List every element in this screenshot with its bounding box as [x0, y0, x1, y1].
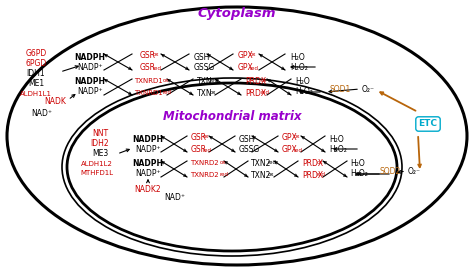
Text: H₂O: H₂O — [350, 159, 365, 168]
Text: TXNRD1: TXNRD1 — [134, 78, 163, 84]
Text: ox: ox — [317, 159, 323, 165]
Text: red: red — [250, 66, 259, 70]
Text: GSR: GSR — [140, 51, 156, 60]
Text: red: red — [210, 78, 219, 82]
Text: ox: ox — [163, 78, 170, 82]
Text: GSR: GSR — [140, 63, 156, 73]
Text: Cytoplasm: Cytoplasm — [198, 8, 276, 20]
Text: TXNRD2: TXNRD2 — [190, 172, 219, 178]
Text: PRDX: PRDX — [302, 171, 323, 180]
Text: TXN: TXN — [197, 88, 213, 97]
Text: ALDH1L2: ALDH1L2 — [81, 161, 113, 167]
Text: SOD1: SOD1 — [330, 85, 351, 94]
Text: NADPH: NADPH — [74, 52, 106, 61]
Text: ME3: ME3 — [92, 150, 108, 159]
Text: red: red — [153, 66, 162, 70]
Text: NADPH: NADPH — [74, 78, 106, 86]
Text: NADP⁺: NADP⁺ — [77, 63, 103, 72]
Text: red: red — [268, 159, 277, 165]
Text: TXN2: TXN2 — [251, 159, 272, 168]
Text: Mitochondrial matrix: Mitochondrial matrix — [163, 110, 301, 123]
Text: GPX: GPX — [282, 146, 298, 154]
Text: IDH1: IDH1 — [27, 70, 46, 79]
Text: red: red — [261, 91, 270, 95]
Text: red: red — [220, 172, 229, 178]
Text: TXN2: TXN2 — [251, 171, 272, 180]
Text: MTHFD1L: MTHFD1L — [81, 170, 114, 176]
Text: NADP⁺: NADP⁺ — [135, 169, 161, 178]
Text: H₂O₂: H₂O₂ — [290, 63, 308, 72]
Text: ox: ox — [261, 78, 267, 82]
Text: PRDX: PRDX — [245, 76, 266, 85]
Text: ox: ox — [203, 134, 210, 140]
Text: NADP⁺: NADP⁺ — [77, 88, 103, 97]
Text: ox: ox — [210, 91, 217, 95]
Text: ALDH1L1: ALDH1L1 — [20, 91, 52, 97]
Text: H₂O₂: H₂O₂ — [329, 144, 347, 153]
Text: NAD⁺: NAD⁺ — [31, 110, 53, 119]
Text: red: red — [317, 172, 326, 178]
Text: GPX: GPX — [282, 134, 298, 143]
Text: H₂O: H₂O — [329, 134, 344, 144]
Text: NADPH: NADPH — [133, 159, 164, 168]
Text: red: red — [163, 91, 172, 95]
Text: GPX: GPX — [238, 63, 254, 73]
Text: PRDX: PRDX — [302, 159, 323, 168]
Text: NADP⁺: NADP⁺ — [135, 144, 161, 153]
Text: GPX: GPX — [238, 51, 254, 60]
Text: TXN: TXN — [197, 76, 213, 85]
Text: TXNRD2: TXNRD2 — [190, 160, 219, 166]
Text: GSR: GSR — [191, 146, 207, 154]
Text: H₂O: H₂O — [295, 78, 310, 86]
Text: ox: ox — [268, 172, 274, 178]
Text: GSH: GSH — [239, 134, 255, 144]
Text: ox: ox — [220, 159, 227, 165]
Text: ox: ox — [294, 134, 301, 140]
Text: NADK2: NADK2 — [135, 186, 161, 194]
Text: red: red — [294, 147, 303, 153]
Text: ME1: ME1 — [28, 79, 44, 88]
Text: G6PD: G6PD — [26, 50, 46, 58]
Text: H₂O₂: H₂O₂ — [350, 169, 368, 178]
Text: GSR: GSR — [191, 134, 207, 143]
Text: PRDX: PRDX — [245, 88, 266, 97]
Text: NAD⁺: NAD⁺ — [164, 193, 185, 202]
Text: IDH2: IDH2 — [91, 140, 109, 149]
Text: ETC: ETC — [419, 119, 438, 128]
Text: ox: ox — [250, 52, 256, 57]
Text: GSSG: GSSG — [239, 144, 260, 153]
Text: GSH: GSH — [194, 52, 210, 61]
Text: ox: ox — [153, 52, 159, 57]
Text: O₂⁻: O₂⁻ — [362, 85, 375, 94]
Text: 6PGD: 6PGD — [26, 60, 46, 69]
Text: O₂⁻: O₂⁻ — [408, 166, 421, 175]
Text: H₂O₂: H₂O₂ — [295, 88, 313, 97]
Text: SOD2: SOD2 — [380, 166, 401, 175]
Text: GSSG: GSSG — [194, 63, 215, 72]
Text: NNT: NNT — [92, 129, 108, 138]
Text: TXNRD1: TXNRD1 — [134, 90, 163, 96]
Text: NADK: NADK — [44, 97, 66, 107]
Text: red: red — [203, 147, 212, 153]
Text: H₂O: H₂O — [290, 52, 305, 61]
Text: NADPH: NADPH — [133, 134, 164, 144]
